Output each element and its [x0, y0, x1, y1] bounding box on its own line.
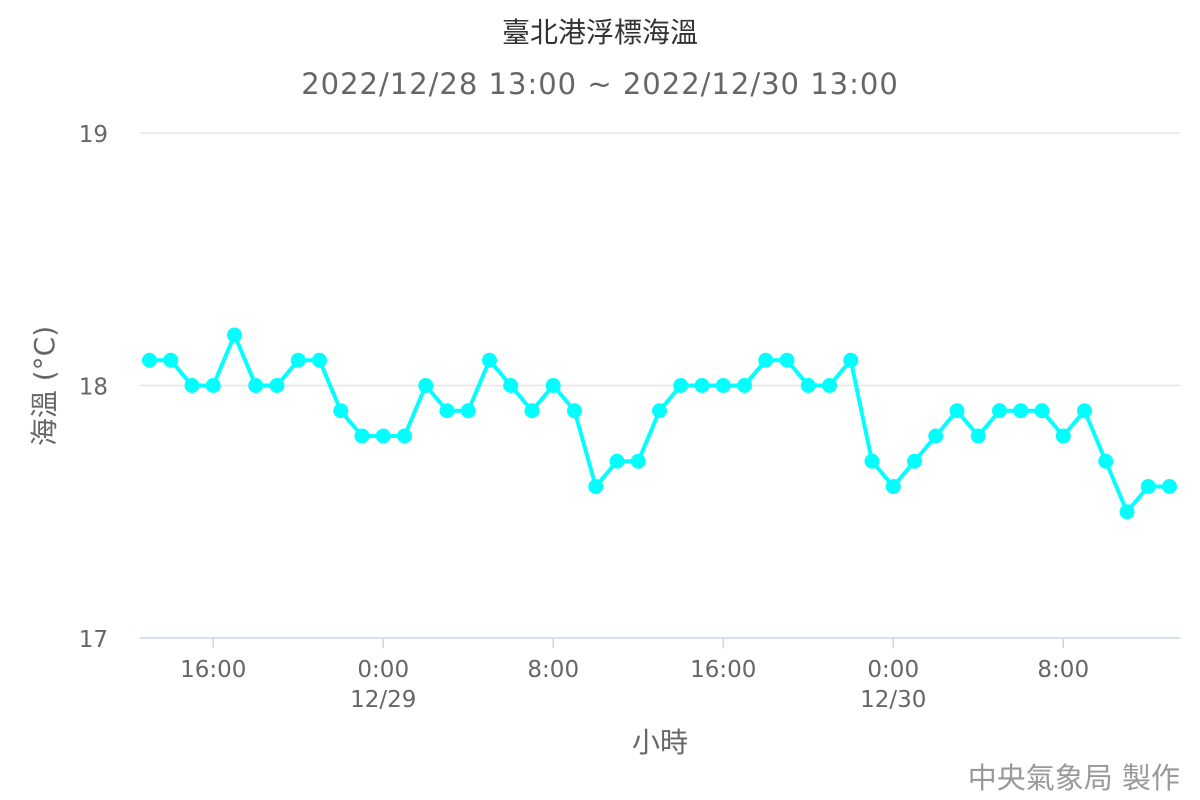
- data-point[interactable]: [503, 378, 519, 393]
- data-point[interactable]: [1140, 479, 1156, 494]
- data-point[interactable]: [758, 352, 774, 368]
- data-point[interactable]: [1034, 403, 1050, 419]
- data-point[interactable]: [333, 403, 349, 419]
- data-point[interactable]: [1119, 504, 1135, 520]
- y-tick-label: 17: [79, 627, 108, 653]
- x-axis-title: 小時: [632, 726, 688, 759]
- data-point[interactable]: [205, 378, 221, 393]
- data-point[interactable]: [184, 378, 200, 393]
- data-point[interactable]: [524, 403, 540, 419]
- data-point[interactable]: [864, 453, 880, 469]
- data-point[interactable]: [439, 403, 455, 419]
- x-tick-label: 0:00: [357, 657, 409, 683]
- x-tick-date-label: 12/29: [350, 687, 416, 713]
- data-point[interactable]: [843, 352, 859, 368]
- data-point[interactable]: [1098, 453, 1114, 469]
- data-point[interactable]: [949, 403, 965, 419]
- data-point[interactable]: [290, 352, 306, 368]
- x-tick-label: 8:00: [1037, 657, 1089, 683]
- data-point[interactable]: [737, 378, 752, 393]
- data-point[interactable]: [673, 378, 689, 393]
- data-point[interactable]: [652, 403, 667, 419]
- x-tick-label: 8:00: [527, 657, 579, 683]
- chart-title: 臺北港浮標海溫: [502, 16, 698, 49]
- y-axis-title: 海溫 (°C): [28, 326, 61, 446]
- data-point[interactable]: [1013, 403, 1029, 419]
- data-point[interactable]: [885, 479, 901, 494]
- data-point[interactable]: [800, 378, 816, 393]
- data-point[interactable]: [545, 378, 561, 393]
- data-point[interactable]: [312, 352, 327, 368]
- data-point[interactable]: [375, 428, 391, 444]
- data-point[interactable]: [354, 428, 370, 444]
- data-point[interactable]: [142, 352, 157, 368]
- data-point[interactable]: [928, 428, 944, 444]
- y-tick-label: 19: [79, 122, 108, 148]
- data-point[interactable]: [460, 403, 476, 419]
- data-point[interactable]: [1162, 479, 1177, 494]
- series-sea-temperature: [142, 327, 1177, 520]
- data-point[interactable]: [779, 352, 795, 368]
- data-point[interactable]: [269, 378, 285, 393]
- y-axis: 17 18 19: [79, 122, 108, 653]
- grid: [140, 132, 1180, 639]
- data-point[interactable]: [715, 378, 731, 393]
- data-point[interactable]: [992, 403, 1007, 419]
- data-point[interactable]: [822, 378, 837, 393]
- data-point[interactable]: [567, 403, 582, 419]
- x-axis: 16:00 0:00 12/29 8:00 16:00 0:00 12/30 8:00: [180, 638, 1089, 713]
- data-point[interactable]: [1077, 403, 1092, 419]
- y-tick-label: 18: [79, 375, 108, 401]
- data-point[interactable]: [248, 378, 264, 393]
- data-point[interactable]: [227, 327, 242, 343]
- data-point[interactable]: [588, 479, 604, 494]
- data-point[interactable]: [630, 453, 646, 469]
- data-point[interactable]: [397, 428, 412, 444]
- data-point[interactable]: [482, 352, 497, 368]
- data-point[interactable]: [609, 453, 625, 469]
- data-point[interactable]: [970, 428, 986, 444]
- x-tick-label: 16:00: [690, 657, 756, 683]
- data-point[interactable]: [418, 378, 434, 393]
- data-point[interactable]: [907, 453, 922, 469]
- data-point[interactable]: [1055, 428, 1071, 444]
- chart-subtitle: 2022/12/28 13:00 ~ 2022/12/30 13:00: [301, 67, 899, 101]
- x-tick-date-label: 12/30: [860, 687, 926, 713]
- credit: 中央氣象局 製作: [968, 761, 1180, 795]
- x-tick-label: 0:00: [867, 657, 919, 683]
- data-point[interactable]: [163, 352, 179, 368]
- data-point[interactable]: [694, 378, 710, 393]
- x-tick-label: 16:00: [180, 657, 246, 683]
